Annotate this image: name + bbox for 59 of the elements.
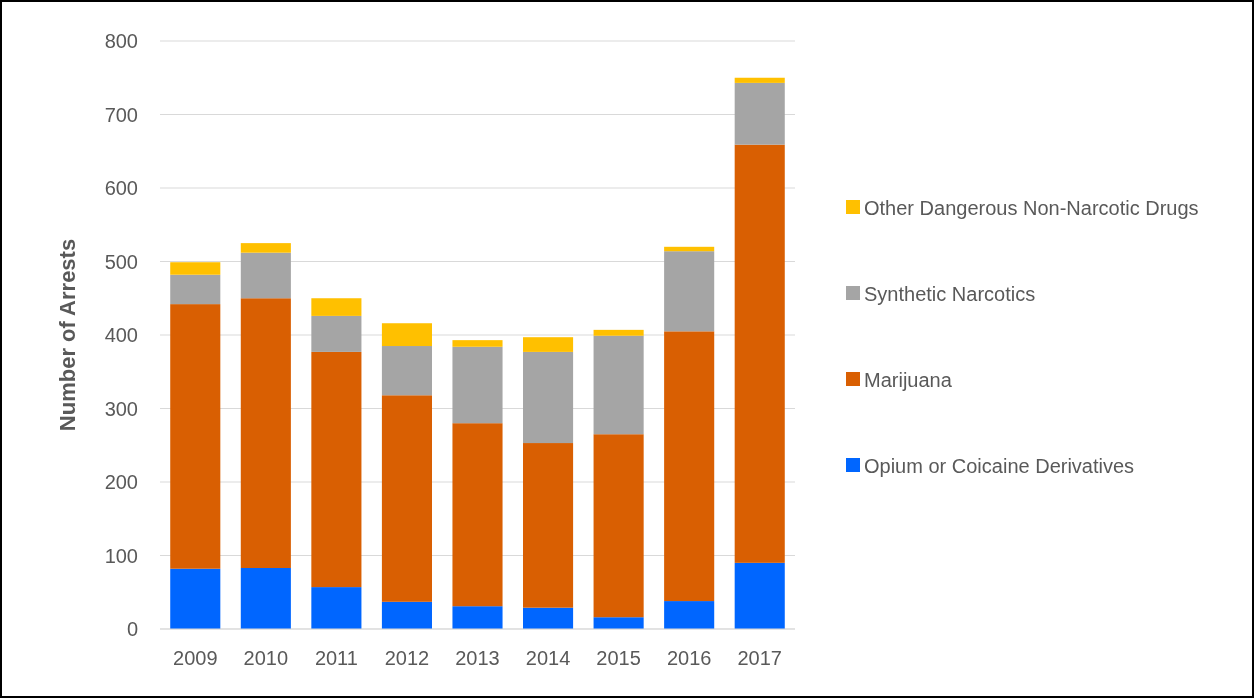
bar	[593, 617, 644, 629]
x-tick-label: 2015	[596, 647, 641, 669]
bar	[664, 331, 715, 602]
bar	[311, 351, 362, 588]
bar	[523, 337, 574, 352]
x-tick-label: 2010	[243, 647, 289, 669]
legend-label: Marijuana	[864, 369, 953, 391]
y-tick-label: 200	[104, 471, 138, 493]
bar	[311, 587, 362, 629]
legend-label: Opium or Coicaine Derivatives	[864, 455, 1135, 477]
bar	[734, 144, 785, 563]
bar	[523, 607, 574, 629]
bar	[452, 606, 503, 629]
bar	[664, 246, 715, 252]
y-axis-title: Number of Arrests	[55, 238, 80, 432]
bar	[523, 351, 574, 444]
bar	[593, 329, 644, 336]
legend-label: Synthetic Narcotics	[864, 283, 1036, 305]
y-tick-label: 600	[104, 177, 138, 199]
x-tick-label: 2012	[384, 647, 430, 669]
x-tick-label: 2011	[314, 647, 358, 669]
bar	[664, 601, 715, 629]
bar	[664, 251, 715, 332]
bar	[311, 315, 362, 352]
bar	[240, 568, 291, 629]
bar	[452, 340, 503, 347]
y-tick-label: 300	[104, 397, 138, 420]
bar	[170, 304, 221, 569]
bar	[240, 298, 291, 568]
bar	[523, 443, 574, 608]
y-tick-label: 700	[104, 103, 138, 126]
bar	[381, 323, 432, 347]
bar	[381, 601, 432, 629]
bar	[170, 274, 221, 305]
y-tick-label: 400	[104, 324, 138, 346]
x-tick-label: 2017	[737, 647, 782, 669]
bar	[593, 434, 644, 618]
bar	[311, 298, 362, 316]
x-tick-label: 2013	[455, 647, 500, 669]
bar	[734, 77, 785, 83]
bar	[734, 562, 785, 629]
y-tick-label: 500	[104, 250, 138, 273]
x-tick-label: 2016	[666, 647, 712, 669]
x-tick-label: 2014	[525, 647, 571, 669]
bar	[381, 346, 432, 396]
bar	[240, 252, 291, 299]
bar	[170, 262, 221, 275]
y-tick-label: 800	[104, 30, 138, 52]
bar	[240, 243, 291, 253]
bar	[452, 346, 503, 424]
y-tick-label: 100	[104, 544, 138, 567]
bar	[734, 82, 785, 145]
bar	[381, 395, 432, 602]
legend-label: Other Dangerous Non-Narcotic Drugs	[864, 197, 1199, 219]
y-tick-label: 0	[126, 618, 138, 640]
bar	[593, 335, 644, 435]
bar	[170, 568, 221, 629]
bar	[452, 423, 503, 607]
x-tick-label: 2009	[173, 647, 218, 669]
